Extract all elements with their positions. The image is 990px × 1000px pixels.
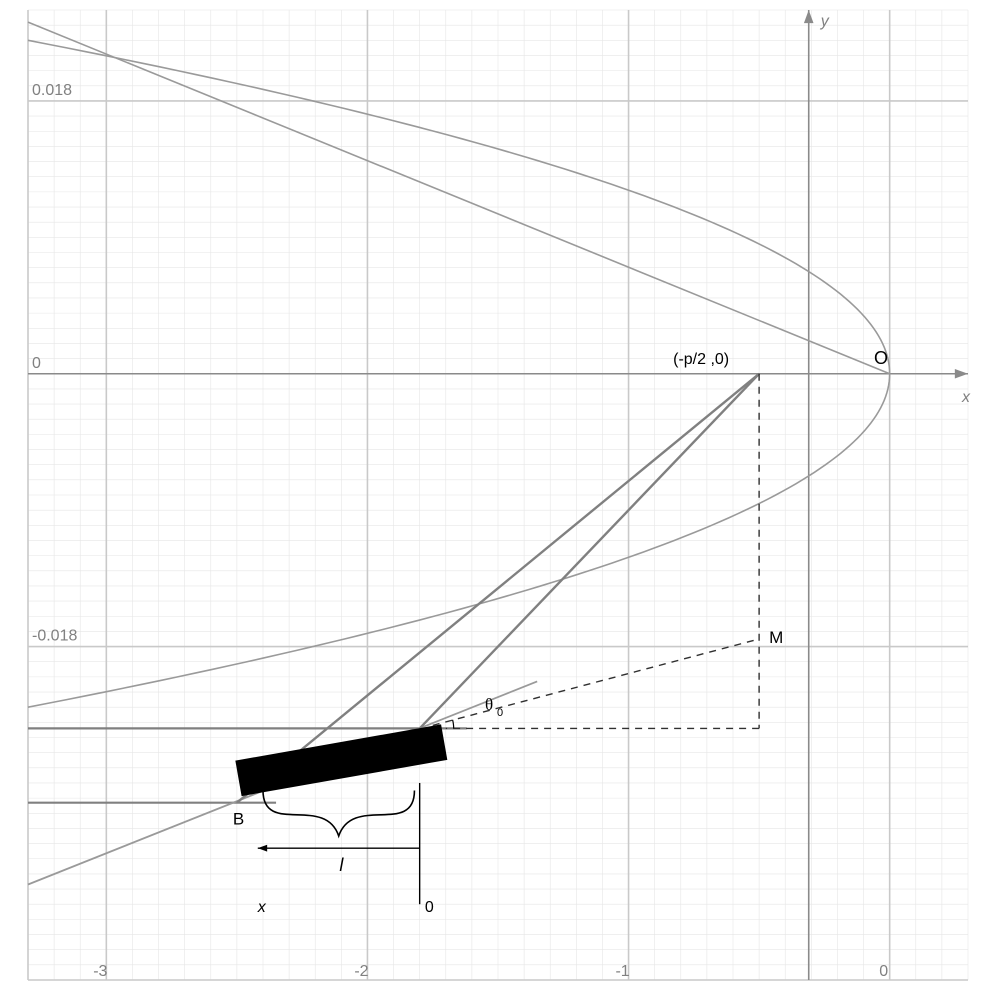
- point-a-label: A: [428, 735, 440, 754]
- y-tick-label: 0: [32, 355, 41, 372]
- x-tick-label: -2: [354, 963, 368, 980]
- theta-label: θ: [485, 695, 493, 714]
- origin-label: O: [874, 348, 888, 368]
- y-tick-label: 0.018: [32, 82, 72, 99]
- x-tick-label: -3: [93, 963, 107, 980]
- x-tick-label: 0: [879, 963, 888, 980]
- x-tick-label: -1: [615, 963, 629, 980]
- theta-subscript: 0: [497, 707, 503, 719]
- local-x-label: x: [257, 899, 267, 916]
- y-tick-label: -0.018: [32, 628, 77, 645]
- local-zero-label: 0: [425, 899, 434, 916]
- y-axis-label: y: [820, 13, 830, 30]
- point-b-label: B: [233, 810, 244, 829]
- point-m-label: M: [769, 628, 783, 647]
- x-axis-label: x: [961, 389, 971, 406]
- focus-label: (-p/2 ,0): [673, 351, 729, 368]
